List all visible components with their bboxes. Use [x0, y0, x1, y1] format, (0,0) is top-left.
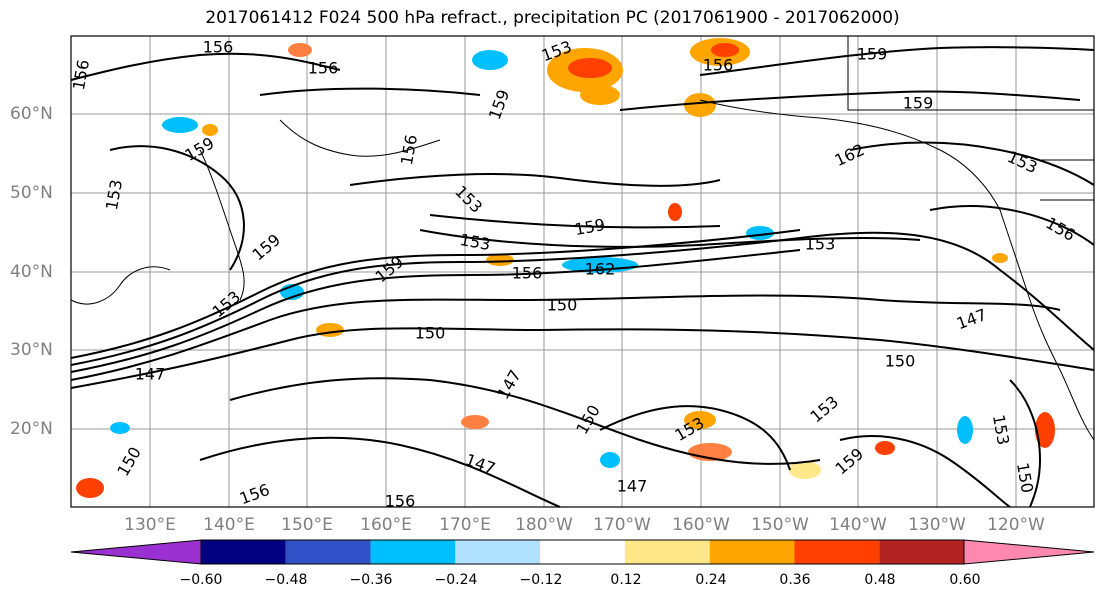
contour-label: 150 — [415, 324, 446, 343]
colorbar-swatch — [201, 540, 286, 564]
colorbar-swatch — [370, 540, 456, 564]
lon-label-130w: 130°W — [908, 515, 966, 535]
map-frame — [70, 35, 1095, 508]
colorbar-tick-label: −0.60 — [179, 572, 223, 588]
contour-label: 150 — [547, 296, 578, 315]
lat-label-50n: 50°N — [10, 183, 53, 203]
lon-label-140e: 140°E — [203, 515, 255, 535]
colorbar-swatch — [709, 540, 795, 564]
lon-label-170w: 170°W — [593, 515, 651, 535]
refractivity-contours — [70, 46, 1095, 508]
lon-label-160w: 160°W — [672, 515, 730, 535]
colorbar-swatch — [794, 540, 880, 564]
lon-label-170e: 170°E — [439, 515, 491, 535]
lon-label-150w: 150°W — [751, 515, 809, 535]
lon-label-130e: 130°E — [124, 515, 176, 535]
contour-label: 153 — [805, 235, 836, 254]
colorbar-extend-low — [70, 539, 202, 565]
contour-label: 156 — [308, 59, 339, 78]
colorbar-swatch — [879, 540, 964, 564]
lon-label-180w: 180°W — [515, 515, 573, 535]
colorbar-tick-label: 0.60 — [949, 572, 981, 588]
lon-label-160e: 160°E — [360, 515, 412, 535]
colorbar-swatch — [624, 540, 710, 564]
lat-label-60n: 60°N — [10, 104, 53, 124]
colorbar — [70, 539, 1095, 565]
colorbar-tick-label: 0.36 — [779, 572, 811, 588]
contour-label: 147 — [617, 477, 648, 496]
map-panel — [70, 35, 1095, 508]
lat-label-40n: 40°N — [10, 262, 53, 282]
lon-label-140w: 140°W — [829, 515, 887, 535]
colorbar-frame — [200, 539, 965, 565]
contour-label: 147 — [135, 365, 166, 384]
contour-label: 162 — [585, 260, 616, 279]
lat-label-30n: 30°N — [10, 340, 53, 360]
contour-label: 156 — [512, 264, 543, 283]
colorbar-tick-label: 0.24 — [695, 572, 727, 588]
precip-shading — [76, 38, 1055, 498]
lon-label-150e: 150°E — [281, 515, 333, 535]
colorbar-tick-label: 0.12 — [610, 572, 642, 588]
colorbar-tick-label: 0.48 — [864, 572, 896, 588]
colorbar-tick-label: −0.24 — [434, 572, 478, 588]
colorbar-extend-high — [963, 539, 1095, 565]
colorbar-swatch — [540, 540, 625, 564]
colorbar-tick-label: −0.12 — [519, 572, 563, 588]
contour-label: 156 — [703, 56, 734, 75]
colorbar-tick-label: −0.36 — [349, 572, 393, 588]
contour-label: 159 — [857, 45, 888, 64]
contour-label: 156 — [385, 492, 416, 511]
map-title: 2017061412 F024 500 hPa refract., precip… — [205, 8, 900, 28]
contour-label: 150 — [885, 352, 916, 371]
colorbar-tick-label: −0.48 — [264, 572, 308, 588]
colorbar-swatch — [285, 540, 371, 564]
colorbar-swatch — [455, 540, 541, 564]
lon-label-120w: 120°W — [987, 515, 1045, 535]
contour-label: 156 — [203, 38, 234, 57]
contour-label: 159 — [903, 94, 934, 113]
coastlines — [70, 36, 1095, 441]
lat-label-20n: 20°N — [10, 419, 53, 439]
